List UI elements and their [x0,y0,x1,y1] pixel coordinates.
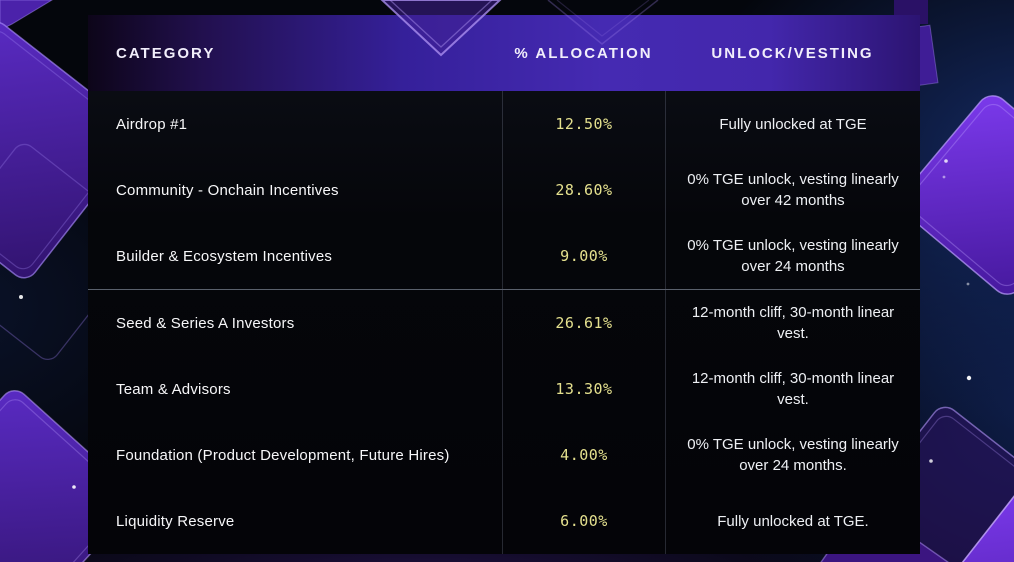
allocation-cell: 12.50% [502,91,665,157]
vesting-cell: Fully unlocked at TGE [665,91,920,157]
vesting-cell: Fully unlocked at TGE. [665,488,920,554]
table-row: Community - Onchain Incentives 28.60% 0%… [88,157,920,223]
table-header: CATEGORY % ALLOCATION UNLOCK/VESTING [88,15,920,91]
table-group-investors: Seed & Series A Investors 26.61% 12-mont… [88,289,920,554]
table-row: Team & Advisors 13.30% 12-month cliff, 3… [88,356,920,422]
table-group-community: Airdrop #1 12.50% Fully unlocked at TGE … [88,91,920,289]
category-cell: Team & Advisors [116,380,231,398]
vesting-cell: 0% TGE unlock, vesting linearly over 42 … [665,157,920,223]
category-cell: Community - Onchain Incentives [116,181,339,199]
header-category: CATEGORY [116,44,216,62]
vesting-cell: 12-month cliff, 30-month linear vest. [665,356,920,422]
table-row: Airdrop #1 12.50% Fully unlocked at TGE [88,91,920,157]
category-cell: Liquidity Reserve [116,512,235,530]
cube-decoration [939,484,1014,562]
table-row: Foundation (Product Development, Future … [88,422,920,488]
vesting-cell: 12-month cliff, 30-month linear vest. [665,290,920,356]
header-vesting: UNLOCK/VESTING [711,44,874,62]
cube-decoration [0,0,53,31]
category-cell: Airdrop #1 [116,115,188,133]
table-row: Liquidity Reserve 6.00% Fully unlocked a… [88,488,920,554]
allocation-cell: 28.60% [502,157,665,223]
vesting-cell: 0% TGE unlock, vesting linearly over 24 … [665,422,920,488]
tokenomics-table: CATEGORY % ALLOCATION UNLOCK/VESTING Air… [88,15,920,554]
category-cell: Seed & Series A Investors [116,314,295,332]
table-row: Seed & Series A Investors 26.61% 12-mont… [88,290,920,356]
table-row: Builder & Ecosystem Incentives 9.00% 0% … [88,223,920,289]
allocation-cell: 26.61% [502,290,665,356]
category-cell: Builder & Ecosystem Incentives [116,247,333,265]
allocation-cell: 13.30% [502,356,665,422]
allocation-cell: 4.00% [502,422,665,488]
header-allocation: % ALLOCATION [514,44,653,62]
vesting-cell: 0% TGE unlock, vesting linearly over 24 … [665,223,920,289]
allocation-cell: 6.00% [502,488,665,554]
table-body: Airdrop #1 12.50% Fully unlocked at TGE … [88,91,920,554]
allocation-cell: 9.00% [502,223,665,289]
category-cell: Foundation (Product Development, Future … [116,446,450,464]
